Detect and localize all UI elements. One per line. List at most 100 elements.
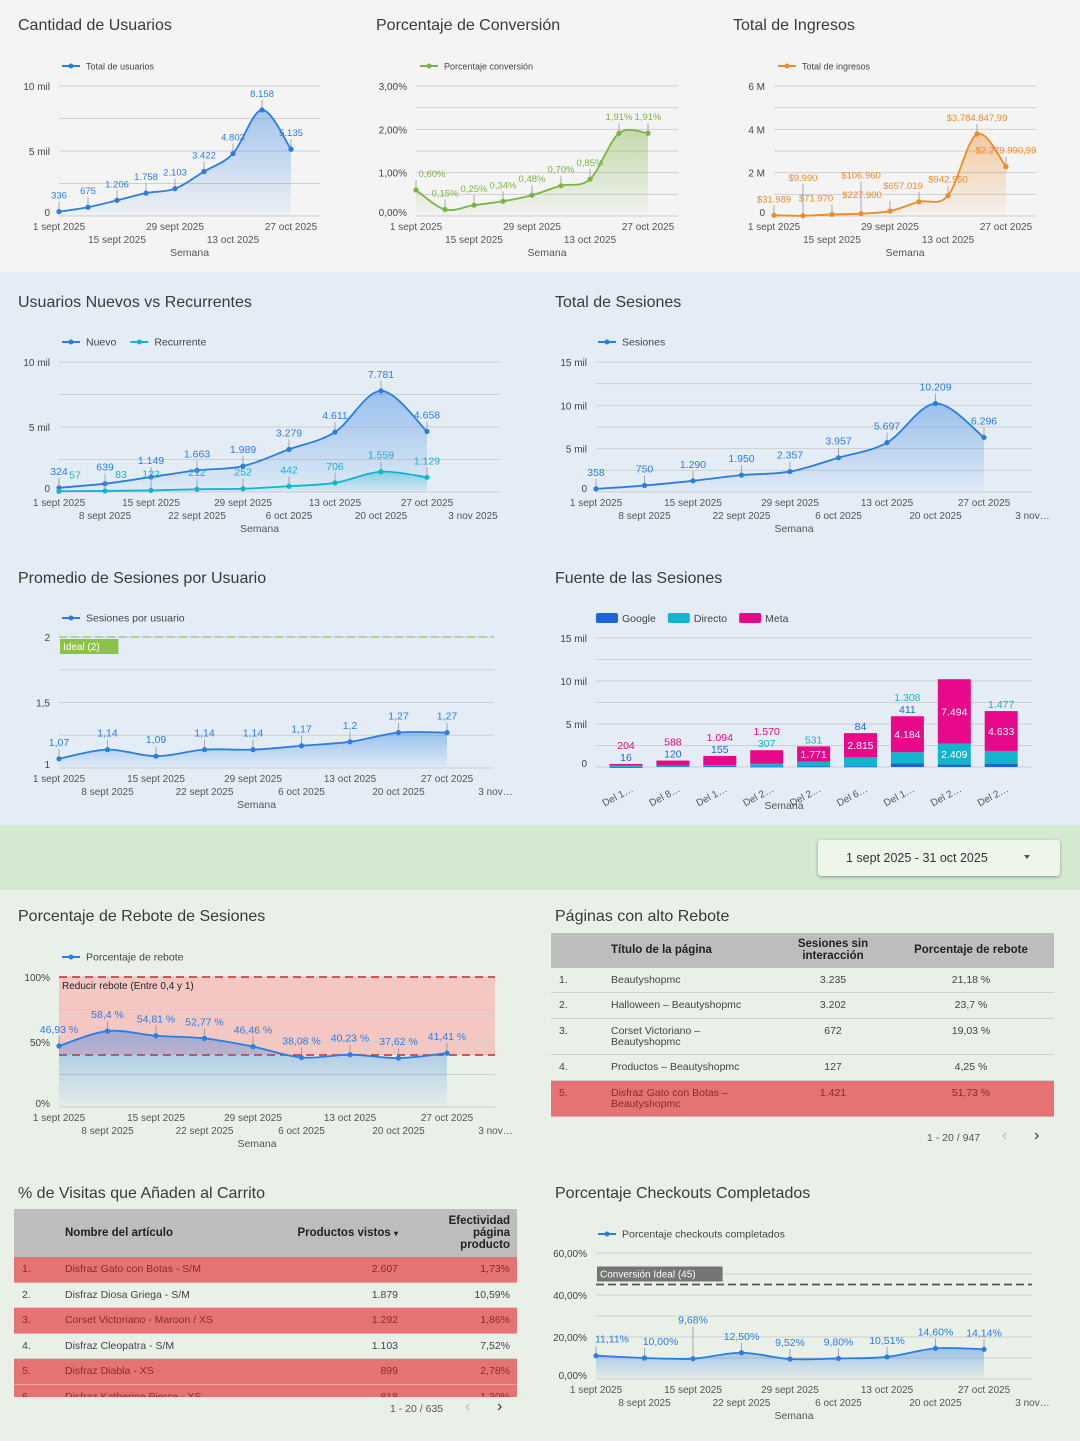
data-point[interactable] [771,212,777,218]
date-range-picker[interactable]: 1 sept 2025 - 31 oct 2025 [818,840,1060,876]
data-point[interactable] [259,107,265,113]
column-header-title[interactable]: Título de la página [611,944,712,956]
bar-segment-directo[interactable] [750,763,784,767]
legend-item[interactable]: Porcentaje conversión [420,62,533,72]
data-point[interactable] [378,469,384,475]
bar-segment-google[interactable] [844,766,877,768]
data-point[interactable] [424,428,430,435]
data-point[interactable] [148,487,154,494]
bar-segment-directo[interactable] [890,752,924,764]
data-point[interactable] [347,739,353,745]
data-point[interactable] [56,756,62,762]
data-point[interactable] [444,1050,450,1056]
data-point[interactable] [884,1354,890,1360]
column-header-nombre[interactable]: Nombre del artículo [65,1227,173,1239]
legend-item[interactable]: Sesiones por usuario [62,613,185,625]
data-point[interactable] [240,486,246,492]
data-point[interactable] [932,400,939,407]
data-point[interactable] [787,468,793,475]
data-point[interactable] [378,388,384,394]
bar-segment-directo[interactable] [844,757,877,767]
data-point[interactable] [887,208,893,214]
data-point[interactable] [332,429,338,435]
data-point[interactable] [332,480,338,486]
data-point[interactable] [738,472,745,478]
data-point[interactable] [916,199,922,205]
data-point[interactable] [593,486,599,492]
data-point[interactable] [240,463,246,469]
data-point[interactable] [616,130,622,136]
data-point[interactable] [641,1355,648,1361]
data-point[interactable] [641,482,648,489]
data-point[interactable] [143,190,149,196]
data-point[interactable] [286,446,292,452]
data-point[interactable] [56,209,62,215]
bar-segment-google[interactable] [703,765,737,767]
data-point[interactable] [558,183,564,189]
data-point[interactable] [593,1353,599,1359]
table-row[interactable]: 1. Disfraz Gato con Botas - S/M 2.607 1,73% [14,1257,517,1283]
data-point[interactable] [288,146,294,152]
data-point[interactable] [471,202,477,208]
bar-segment-directo[interactable] [703,765,737,767]
table-row[interactable]: 2. Disfraz Diosa Griega - S/M 1.879 10,59% [14,1283,517,1309]
data-point[interactable] [800,213,806,219]
column-header-sesiones[interactable]: Sesiones sin interacción [797,938,869,963]
legend-item[interactable]: Porcentaje checkouts completados [598,1229,785,1241]
data-point[interactable] [250,747,256,753]
bar-segment-google[interactable] [890,763,924,767]
bar-segment-google[interactable] [609,766,643,768]
bar-segment-meta[interactable] [844,733,877,758]
bar-segment-google[interactable] [750,766,784,768]
data-point[interactable] [529,192,535,198]
data-point[interactable] [298,1054,305,1061]
data-point[interactable] [932,1345,939,1351]
legend-item[interactable]: Sesiones [598,337,665,349]
column-header-vistos[interactable]: Productos vistos ▾ [244,1227,398,1239]
bar-segment-meta[interactable] [797,746,831,762]
data-point[interactable] [104,1028,111,1034]
data-point[interactable] [172,186,178,192]
data-point[interactable] [347,1052,353,1058]
bar-segment-directo[interactable] [937,743,971,765]
bar-segment-directo[interactable] [797,761,831,767]
table-row[interactable]: 2. Halloween – Beautyshopmc 3.202 23,7 % [551,993,1054,1019]
data-point[interactable] [945,192,951,199]
bar-segment-meta[interactable] [703,755,737,766]
column-header-rebote[interactable]: Porcentaje de rebote [914,944,1028,956]
data-point[interactable] [201,168,207,175]
bar-segment-google[interactable] [797,766,831,768]
data-point[interactable] [395,730,402,736]
data-point[interactable] [444,730,450,736]
data-point[interactable] [286,483,292,489]
bar-segment-google[interactable] [937,764,971,767]
legend-item[interactable]: Recurrente [130,337,206,349]
data-point[interactable] [1003,164,1009,170]
data-point[interactable] [153,753,159,759]
data-point[interactable] [395,1055,402,1061]
data-point[interactable] [981,1346,987,1352]
bar-segment-meta[interactable] [750,750,784,764]
data-point[interactable] [250,1044,256,1050]
data-point[interactable] [645,130,651,136]
data-point[interactable] [787,1356,793,1362]
legend-item[interactable]: Nuevo [62,337,117,349]
data-point[interactable] [194,467,200,473]
table-row[interactable]: 5. Disfraz Gato con Botas – Beautyshopmc 1… [551,1081,1054,1117]
data-point[interactable] [104,747,111,753]
data-point[interactable] [424,474,430,480]
legend-item[interactable]: Total de usuarios [62,62,155,72]
bar-segment-directo[interactable] [984,750,1018,764]
table-row[interactable]: 5. Disfraz Diabla - XS 899 2,78% [14,1359,517,1385]
data-point[interactable] [102,488,108,494]
legend-item[interactable]: Google [596,613,656,625]
data-point[interactable] [835,455,842,461]
bar-segment-directo[interactable] [656,765,690,767]
data-point[interactable] [298,743,305,749]
table-row[interactable]: 4. Disfraz Cleopatra - S/M 1.103 7,52% [14,1334,517,1360]
table-row[interactable]: 4. Productos – Beautyshopmc 127 4,25 % [551,1055,1054,1081]
data-point[interactable] [153,1033,159,1039]
column-header-efectividad[interactable]: Efectividad página producto [448,1215,510,1252]
data-point[interactable] [442,206,448,213]
table-row[interactable]: 3. Corset Victoriano – Beautyshopmc 672 19,… [551,1019,1054,1055]
